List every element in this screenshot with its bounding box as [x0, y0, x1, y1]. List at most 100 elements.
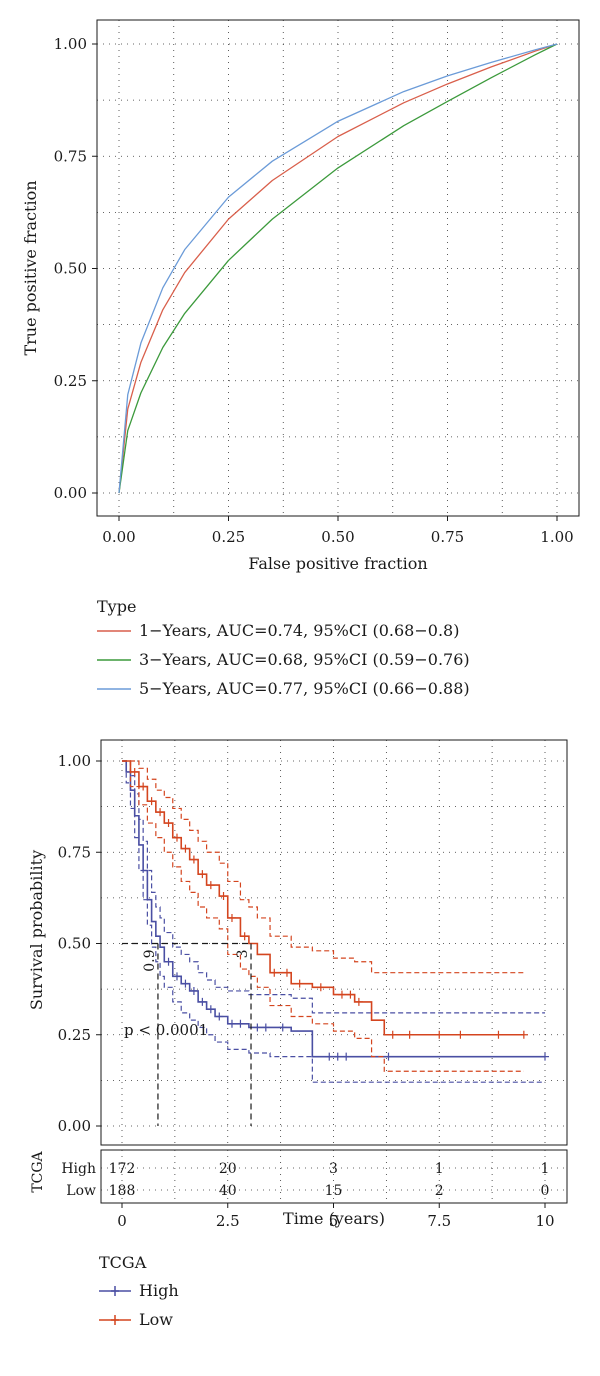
km-censor-mark-high: [278, 1023, 287, 1032]
risk-count-low: 2: [435, 1183, 444, 1199]
km-ci-lower-low: [122, 760, 524, 1072]
km-censor-mark-high: [164, 957, 173, 966]
km-censor-mark-low: [156, 808, 165, 817]
roc-y-tick-label: 0.50: [54, 260, 87, 278]
km-y-tick-label: 0.50: [58, 935, 91, 953]
km-censor-mark-high: [206, 1005, 215, 1014]
km-y-tick-label: 1.00: [58, 752, 91, 770]
roc-chart: 0.00 0.25 0.50 0.75 1.00 0.00 0.25 0.50 0.75 1.00: [54, 19, 580, 546]
km-censor-mark-low: [337, 990, 346, 999]
km-censor-mark-low: [388, 1030, 397, 1039]
km-censor-mark-low: [316, 983, 325, 992]
km-x-tick-label: 0: [117, 1212, 127, 1230]
km-ci-upper-high: [122, 760, 545, 1014]
risk-count-low: 15: [325, 1183, 343, 1199]
risk-count-low: 0: [541, 1183, 550, 1199]
km-censor-mark-high: [261, 1023, 270, 1032]
km-curve-high: [122, 760, 545, 1058]
km-censor-mark-high: [384, 1052, 393, 1061]
risk-count-high: 1: [541, 1161, 550, 1177]
roc-y-tick-label: 0.25: [54, 372, 87, 390]
km-curve-low: [122, 760, 524, 1036]
roc-y-tick-label: 0.00: [54, 484, 87, 502]
km-censor-mark-low: [456, 1030, 465, 1039]
roc-y-tick-label: 0.75: [54, 147, 87, 165]
km-censor-mark-low: [147, 797, 156, 806]
km-p-value: p < 0.0001: [124, 1021, 208, 1039]
risk-row-label-high: High: [61, 1161, 96, 1177]
roc-curve-1: [118, 43, 558, 494]
km-y-axis-label: Survival probability: [27, 850, 46, 1010]
roc-plot-frame: [96, 19, 580, 517]
km-censor-mark-low: [435, 1030, 444, 1039]
km-censor-mark-high: [236, 1019, 245, 1028]
roc-curve-3: [118, 43, 558, 494]
km-censor-mark-low: [130, 767, 139, 776]
km-censor-mark-high: [227, 1019, 236, 1028]
km-x-axis-label: Time (years): [283, 1209, 385, 1228]
km-censor-mark-high: [253, 1023, 262, 1032]
km-censor-mark-low: [346, 990, 355, 999]
roc-y-axis-label: True positive fraction: [21, 180, 40, 355]
km-censor-mark-high: [189, 986, 198, 995]
km-censor-mark-low: [354, 997, 363, 1006]
risk-count-high: 172: [109, 1161, 136, 1177]
risk-table-title: TCGA: [30, 1150, 46, 1192]
roc-x-tick-label: 0.00: [102, 528, 135, 546]
km-censor-mark-low: [282, 968, 291, 977]
km-censor-mark-low: [240, 932, 249, 941]
km-censor-mark-low: [181, 844, 190, 853]
km-ci-lower-high: [122, 760, 545, 1083]
km-chart: 0.00 0.25 0.50 0.75 1.00 0.9 3: [58, 739, 568, 1146]
km-censor-mark-high: [541, 1052, 549, 1061]
risk-count-high: 20: [219, 1161, 237, 1177]
km-censor-mark-low: [139, 782, 148, 791]
km-x-tick-label: 7.5: [427, 1212, 451, 1230]
risk-row-label-low: Low: [66, 1183, 96, 1199]
km-x-tick-label: 2.5: [216, 1212, 240, 1230]
km-censor-mark-high: [342, 1052, 351, 1061]
km-legend-key-mark-high: [111, 1286, 119, 1296]
km-median-label-2: 3: [235, 950, 251, 959]
km-legend: High Low: [99, 1281, 179, 1329]
km-censor-mark-high: [181, 979, 190, 988]
km-censor-mark-low: [219, 892, 228, 901]
risk-count-low: 188: [109, 1183, 136, 1199]
km-y-tick-label: 0.75: [58, 843, 91, 861]
risk-count-high: 1: [435, 1161, 444, 1177]
roc-legend-label-2: 3−Years, AUC=0.68, 95%CI (0.59−0.76): [139, 650, 470, 669]
km-y-tick-label: 0.00: [58, 1117, 91, 1135]
km-legend-key-mark-low: [111, 1315, 119, 1325]
km-ci-upper-low: [122, 760, 524, 974]
roc-x-tick-label: 0.50: [321, 528, 354, 546]
roc-y-tick-label: 1.00: [54, 35, 87, 53]
roc-x-axis-label: False positive fraction: [248, 554, 427, 573]
km-x-tick-label: 10: [535, 1212, 554, 1230]
km-censor-mark-low: [189, 855, 198, 864]
km-y-tick-label: 0.25: [58, 1026, 91, 1044]
roc-x-tick-label: 1.00: [540, 528, 573, 546]
km-censor-mark-low: [519, 1030, 528, 1039]
risk-count-high: 3: [329, 1161, 338, 1177]
km-censor-mark-low: [405, 1030, 414, 1039]
roc-x-tick-label: 0.75: [431, 528, 464, 546]
km-median-label-1: 0.9: [142, 950, 158, 972]
km-censor-mark-low: [295, 979, 304, 988]
km-legend-label-high: High: [139, 1281, 179, 1300]
km-censor-mark-low: [198, 870, 207, 879]
km-censor-mark-low: [227, 913, 236, 922]
roc-legend-label-1: 1−Years, AUC=0.74, 95%CI (0.68−0.8): [139, 621, 459, 640]
km-legend-title: TCGA: [99, 1253, 147, 1272]
km-censor-mark-low: [164, 819, 173, 828]
risk-count-low: 40: [219, 1183, 237, 1199]
roc-curve-2: [118, 43, 558, 494]
km-censor-mark-low: [206, 881, 215, 890]
km-censor-mark-high: [172, 972, 181, 981]
km-x-tick-label: 5: [329, 1212, 339, 1230]
roc-legend-label-3: 5−Years, AUC=0.77, 95%CI (0.66−0.88): [139, 679, 470, 698]
roc-legend: 1−Years, AUC=0.74, 95%CI (0.68−0.8) 3−Yea…: [97, 621, 470, 698]
km-censor-mark-high: [325, 1052, 334, 1061]
km-censor-mark-high: [333, 1052, 342, 1061]
